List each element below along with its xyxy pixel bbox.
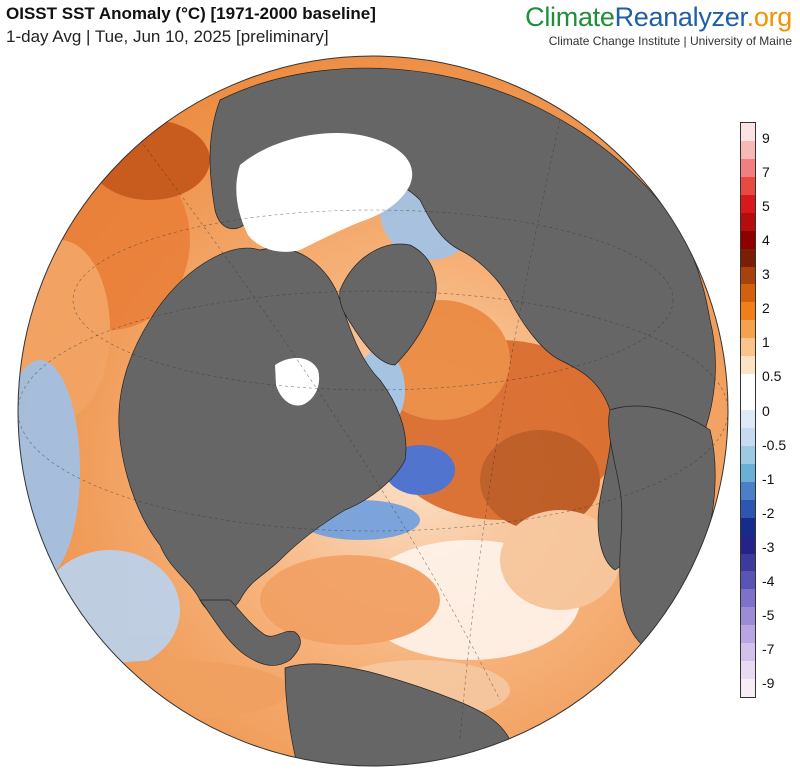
colorbar-swatch	[741, 445, 755, 464]
colorbar-swatch	[741, 284, 755, 303]
brand-part-reanalyzer: Reanalyzer	[614, 2, 747, 32]
colorbar-swatch	[741, 661, 755, 680]
colorbar-swatch	[741, 338, 755, 357]
colorbar-swatch	[741, 499, 755, 518]
colorbar-tick-label: 4	[762, 232, 770, 249]
colorbar-swatch	[741, 571, 755, 590]
colorbar-tick-label: 5	[762, 198, 770, 215]
colorbar-tick-label: -2	[762, 504, 775, 521]
colorbar-tick-label: 2	[762, 300, 770, 317]
central-america-land	[199, 599, 301, 666]
graticule-lines	[18, 119, 728, 741]
colorbar-swatch	[741, 679, 755, 697]
colorbar-swatch	[741, 194, 755, 213]
colorbar-tick-label: -7	[762, 640, 775, 657]
colorbar-tick-label: 9	[762, 130, 770, 146]
colorbar-swatch	[741, 230, 755, 249]
colorbar-legend	[740, 122, 756, 698]
colorbar-swatch	[741, 427, 755, 446]
arctic-sea-ice	[236, 133, 413, 252]
colorbar-swatch	[741, 392, 755, 410]
colorbar-tick-label: -9	[762, 675, 775, 691]
brand-part-climate: Climate	[525, 2, 615, 32]
africa-land	[608, 405, 716, 651]
colorbar-swatch	[741, 410, 755, 428]
colorbar-swatch	[741, 266, 755, 285]
brand-logo: ClimateReanalyzer.org	[525, 2, 792, 33]
colorbar-tick-label: -4	[762, 572, 775, 589]
colorbar-tick-label: -3	[762, 538, 775, 555]
colorbar-tick-label: -5	[762, 606, 775, 623]
north-america-land	[118, 247, 407, 614]
colorbar-tick-label: 3	[762, 266, 770, 283]
colorbar-swatch	[741, 589, 755, 608]
colorbar-swatch	[741, 463, 755, 482]
colorbar-swatch	[741, 140, 755, 159]
map-subtitle: 1-day Avg | Tue, Jun 10, 2025 [prelimina…	[6, 27, 329, 46]
colorbar-swatch	[741, 356, 755, 375]
colorbar-tick-label: -1	[762, 470, 775, 487]
colorbar-tick-label: 1	[762, 334, 770, 351]
hudson-bay-ice	[275, 358, 320, 406]
colorbar-swatch	[741, 176, 755, 195]
colorbar-swatch	[741, 158, 755, 177]
brand-tagline: Climate Change Institute | University of…	[548, 34, 792, 48]
colorbar-swatch	[741, 302, 755, 321]
map-title: OISST SST Anomaly (°C) [1971-2000 baseli…	[6, 4, 376, 23]
globe-outline	[17, 55, 729, 767]
colorbar-tick-label: 0.5	[762, 368, 782, 385]
colorbar-swatch	[741, 212, 755, 231]
colorbar-swatch	[741, 374, 755, 393]
colorbar-swatch	[741, 248, 755, 267]
colorbar-swatch	[741, 643, 755, 662]
colorbar-swatch	[741, 517, 755, 536]
colorbar-swatch	[741, 535, 755, 554]
colorbar-swatch	[741, 320, 755, 339]
colorbar-tick-label: -0.5	[762, 436, 787, 453]
greenland-land	[339, 243, 437, 366]
colorbar-swatch	[741, 553, 755, 572]
colorbar-swatch	[741, 123, 755, 141]
colorbar-tick-label: 0	[762, 402, 770, 419]
colorbar-swatch	[741, 625, 755, 644]
colorbar-swatch	[741, 481, 755, 500]
climate-reanalyzer-brand[interactable]: ClimateReanalyzer.org Climate Change Ins…	[525, 2, 792, 48]
colorbar-tick-label: 7	[762, 164, 770, 181]
south-america-land	[284, 663, 514, 766]
brand-part-org: .org	[746, 2, 793, 32]
colorbar-swatch	[741, 607, 755, 626]
